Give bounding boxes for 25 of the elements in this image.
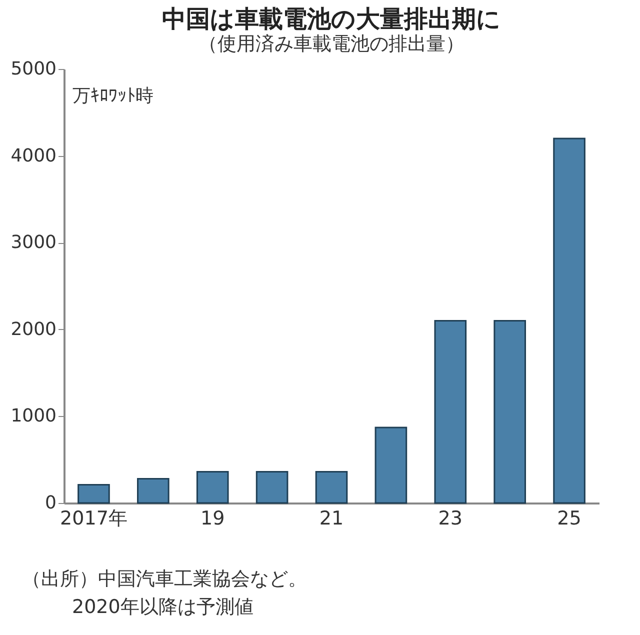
y-axis-title: 万ｷﾛﾜｯﾄ時: [72, 86, 154, 106]
y-tick-label: 5000: [10, 58, 56, 80]
y-tick-label: 4000: [10, 145, 56, 166]
bar: [374, 426, 408, 504]
chart-title: 中国は車載電池の大量排出期に: [162, 5, 501, 33]
text: （出所）中国汽車工業協会など。: [22, 567, 307, 592]
chart-subtitle: （使用済み車載電池の排出量）: [198, 33, 464, 55]
bar: [137, 478, 170, 504]
bar: [196, 471, 229, 504]
bar: [256, 471, 288, 504]
text: 2020年以降は予測値: [71, 595, 254, 620]
bar: [315, 471, 348, 504]
y-tick-label: 3000: [10, 232, 56, 254]
bar: [78, 484, 110, 504]
x-tick-label: 23: [438, 508, 462, 530]
bar: [553, 138, 586, 504]
x-tick-label: 25: [557, 508, 582, 530]
x-tick-label: 19: [200, 508, 225, 530]
bar: [434, 320, 467, 504]
y-tick-label: 0: [45, 492, 56, 514]
y-tick-label: 1000: [10, 406, 56, 427]
x-tick-label: 21: [319, 508, 344, 530]
bar: [494, 320, 526, 504]
y-tick-label: 2000: [10, 318, 56, 340]
x-tick-label: 2017年: [60, 508, 128, 530]
